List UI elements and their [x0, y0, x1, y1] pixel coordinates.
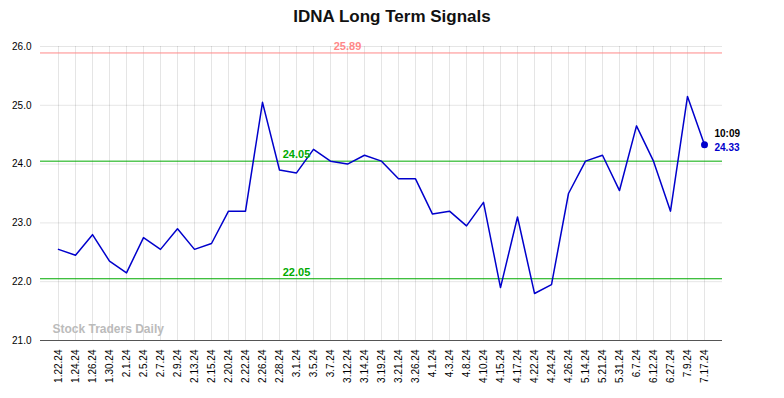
svg-text:23.0: 23.0 [12, 217, 32, 228]
svg-text:2.28.24: 2.28.24 [274, 349, 285, 383]
html-text:IDNA Long Term Signals: IDNA Long Term Signals [293, 7, 491, 26]
svg-text:3.7.24: 3.7.24 [325, 349, 336, 377]
svg-text:22.0: 22.0 [12, 276, 32, 287]
svg-text:2.1.24: 2.1.24 [121, 349, 132, 377]
svg-text:4.22.24: 4.22.24 [529, 349, 540, 383]
svg-text:3.5.24: 3.5.24 [308, 349, 319, 377]
svg-text:1.22.24: 1.22.24 [53, 349, 64, 383]
svg-text:4.26.24: 4.26.24 [563, 349, 574, 383]
svg-text:2.20.24: 2.20.24 [223, 349, 234, 383]
svg-text:2.15.24: 2.15.24 [206, 349, 217, 383]
svg-text:24.05: 24.05 [283, 148, 311, 160]
svg-text:1.24.24: 1.24.24 [70, 349, 81, 383]
svg-text:24.33: 24.33 [715, 142, 740, 153]
svg-text:4.1.24: 4.1.24 [427, 349, 438, 377]
svg-text:2.26.24: 2.26.24 [257, 349, 268, 383]
svg-text:Stock Traders Daily: Stock Traders Daily [53, 322, 165, 336]
svg-text:4.3.24: 4.3.24 [444, 349, 455, 377]
svg-text:25.0: 25.0 [12, 100, 32, 111]
svg-text:1.30.24: 1.30.24 [104, 349, 115, 383]
svg-text:2.7.24: 2.7.24 [155, 349, 166, 377]
svg-text:7.9.24: 7.9.24 [682, 349, 693, 377]
svg-text:4.15.24: 4.15.24 [495, 349, 506, 383]
svg-text:7.17.24: 7.17.24 [699, 349, 710, 383]
svg-text:24.0: 24.0 [12, 158, 32, 169]
svg-text:2.9.24: 2.9.24 [172, 349, 183, 377]
svg-text:3.19.24: 3.19.24 [376, 349, 387, 383]
svg-text:4.24.24: 4.24.24 [546, 349, 557, 383]
svg-text:3.12.24: 3.12.24 [342, 349, 353, 383]
svg-text:6.12.24: 6.12.24 [648, 349, 659, 383]
svg-text:4.17.24: 4.17.24 [512, 349, 523, 383]
svg-text:21.0: 21.0 [12, 335, 32, 346]
svg-text:3.14.24: 3.14.24 [359, 349, 370, 383]
svg-text:1.26.24: 1.26.24 [87, 349, 98, 383]
svg-text:6.27.24: 6.27.24 [665, 349, 676, 383]
svg-text:26.0: 26.0 [12, 41, 32, 52]
svg-text:5.21.24: 5.21.24 [597, 349, 608, 383]
svg-text:2.5.24: 2.5.24 [138, 349, 149, 377]
svg-text:4.8.24: 4.8.24 [461, 349, 472, 377]
svg-text:6.7.24: 6.7.24 [631, 349, 642, 377]
svg-text:3.26.24: 3.26.24 [410, 349, 421, 383]
svg-text:4.10.24: 4.10.24 [478, 349, 489, 383]
svg-text:10:09: 10:09 [715, 128, 741, 139]
svg-text:5.31.24: 5.31.24 [614, 349, 625, 383]
svg-text:25.89: 25.89 [334, 40, 362, 52]
svg-text:3.21.24: 3.21.24 [393, 349, 404, 383]
svg-text:5.14.24: 5.14.24 [580, 349, 591, 383]
svg-text:3.1.24: 3.1.24 [291, 349, 302, 377]
svg-text:2.13.24: 2.13.24 [189, 349, 200, 383]
svg-text:22.05: 22.05 [283, 266, 311, 278]
svg-text:2.22.24: 2.22.24 [240, 349, 251, 383]
